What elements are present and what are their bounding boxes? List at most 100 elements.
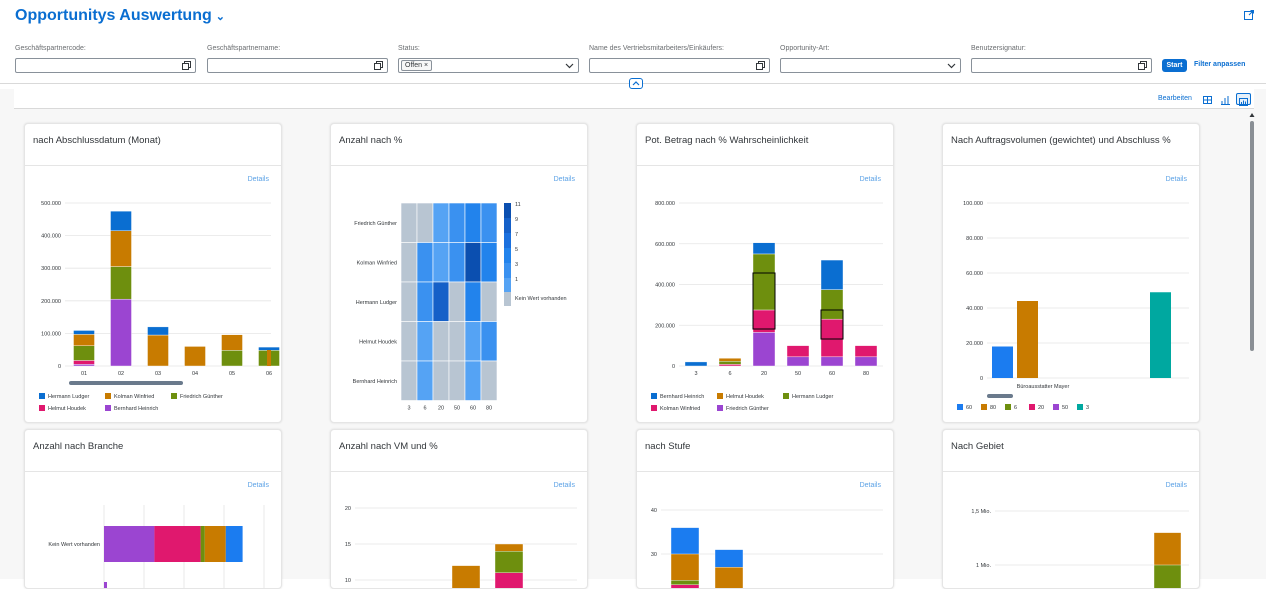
collapse-header-button[interactable] — [629, 78, 643, 89]
scrollbar[interactable] — [1249, 109, 1255, 579]
heatmap-cell — [432, 360, 450, 401]
value-help-icon[interactable] — [374, 61, 383, 70]
bar-segment — [258, 346, 280, 351]
adapt-filters-button[interactable]: Filter anpassen — [1194, 61, 1246, 68]
edit-button[interactable]: Bearbeiten — [1158, 95, 1192, 102]
start-button[interactable]: Start — [1162, 59, 1187, 72]
chevron-up-icon — [632, 81, 640, 86]
x-tick-label: 3 — [694, 371, 697, 377]
card-close-date[interactable]: nach Abschlussdatum (Monat) Details 0 100… — [24, 123, 282, 423]
bar-segment — [718, 364, 742, 367]
y-tick-label: 60.000 — [966, 271, 983, 277]
heatmap-cell — [448, 360, 466, 401]
scrollbar-thumb[interactable] — [1250, 121, 1254, 351]
page-title[interactable]: Opportunitys Auswertung ⌄ — [15, 7, 225, 25]
bar-segment — [752, 332, 776, 367]
tile-view-icon[interactable] — [1236, 93, 1251, 106]
heatmap-cell — [416, 242, 434, 283]
table-view-icon[interactable] — [1200, 93, 1215, 105]
y-tick-label: 100.000 — [41, 331, 61, 337]
card-count-by-vm[interactable]: Anzahl nach VM und % Details 10 15 20 — [330, 429, 588, 589]
card-by-territory[interactable]: Nach Gebiet Details 1,5 Mio. 1 Mio. — [942, 429, 1200, 589]
heatmap-cell — [448, 321, 466, 362]
heatmap-row-label: Friedrich Günther — [354, 221, 397, 227]
scroll-up-icon[interactable] — [1249, 112, 1255, 118]
card-potential-amount[interactable]: Pot. Betrag nach % Wahrscheinlichkeit De… — [636, 123, 894, 423]
share-icon[interactable] — [1244, 10, 1254, 20]
status-token[interactable]: Offen × — [401, 60, 433, 71]
card-title: nach Stufe — [645, 441, 691, 452]
legend-label: 80 — [990, 405, 996, 411]
selected-segment-outline — [752, 272, 776, 330]
details-link[interactable]: Details — [859, 176, 881, 183]
filter-label-bp-name: Geschäftspartnername: — [207, 45, 281, 52]
heatmap-cell — [480, 242, 498, 283]
heatmap-col-label: 80 — [486, 406, 492, 412]
y-tick-label: 1 Mio. — [976, 563, 991, 569]
legend-swatch — [1053, 404, 1059, 410]
bar-segment — [104, 526, 155, 562]
details-link[interactable]: Details — [553, 482, 575, 489]
status-select[interactable]: Offen × — [398, 58, 579, 73]
potential-amount-chart: 0 200.000 400.000 600.000 800.000 3 6 20 50 60 80 B… — [651, 201, 883, 412]
chevron-down-icon[interactable] — [565, 61, 574, 70]
details-link[interactable]: Details — [859, 482, 881, 489]
card-by-stage[interactable]: nach Stufe Details 30 40 — [636, 429, 894, 589]
bar-segment — [854, 345, 878, 358]
sales-employee-input[interactable] — [589, 58, 770, 73]
filter-label-bp-code: Geschäftspartnercode: — [15, 45, 86, 52]
bar-segment — [73, 330, 95, 335]
chart-view-icon[interactable] — [1218, 93, 1233, 105]
card-count-by-pct[interactable]: Anzahl nach % Details Friedrich Günther K… — [330, 123, 588, 423]
heatmap-cell — [480, 321, 498, 362]
card-divider — [25, 165, 281, 166]
details-link[interactable]: Details — [1165, 482, 1187, 489]
x-tick-label: 01 — [81, 371, 87, 377]
bar-segment-clipped — [267, 350, 271, 366]
bar-segment — [110, 298, 132, 367]
bp-name-input[interactable] — [207, 58, 388, 73]
legend-label: Hermann Ludger — [792, 394, 833, 400]
card-divider — [331, 471, 587, 472]
bar-segment — [820, 259, 844, 290]
legend-label: 3 — [1086, 405, 1089, 411]
card-order-volume[interactable]: Nach Auftragsvolumen (gewichtet) und Abs… — [942, 123, 1200, 423]
details-link[interactable]: Details — [553, 176, 575, 183]
scale-swatch — [504, 218, 511, 233]
range-slider — [987, 394, 1013, 398]
card-title: nach Abschlussdatum (Monat) — [33, 135, 161, 146]
value-help-icon[interactable] — [1138, 61, 1147, 70]
x-tick-label: 05 — [229, 371, 235, 377]
page-header: Opportunitys Auswertung ⌄ Geschäftspartne… — [0, 0, 1266, 92]
token-close-icon[interactable]: × — [423, 62, 429, 69]
y-tick-label: 600.000 — [655, 242, 675, 248]
bp-code-input[interactable] — [15, 58, 196, 73]
page-title-text: Opportunitys Auswertung — [15, 7, 212, 24]
heatmap-cell — [416, 360, 434, 401]
chevron-down-icon[interactable] — [947, 61, 956, 70]
legend-label: Helmut Houdek — [726, 394, 764, 400]
bar-segment — [147, 326, 169, 336]
user-signature-input[interactable] — [971, 58, 1152, 73]
bar-segment — [820, 289, 844, 320]
value-help-icon[interactable] — [756, 61, 765, 70]
opportunity-type-select[interactable] — [780, 58, 961, 73]
card-count-by-industry[interactable]: Anzahl nach Branche Details Kein Wert vo… — [24, 429, 282, 589]
bar-segment — [225, 526, 243, 562]
bar — [992, 346, 1013, 378]
heatmap-col-label: 6 — [423, 406, 426, 412]
value-help-icon[interactable] — [182, 61, 191, 70]
count-by-pct-heatmap: Friedrich Günther Kolman Winfried Hermann … — [353, 202, 567, 412]
details-link[interactable]: Details — [247, 176, 269, 183]
bar-segment — [73, 360, 95, 365]
card-title: Anzahl nach VM und % — [339, 441, 438, 452]
heatmap-cell — [400, 321, 418, 362]
chevron-down-icon[interactable]: ⌄ — [215, 11, 225, 23]
x-tick-label: 02 — [118, 371, 124, 377]
bar-segment — [786, 356, 810, 367]
card-divider — [943, 471, 1199, 472]
details-link[interactable]: Details — [1165, 176, 1187, 183]
details-link[interactable]: Details — [247, 482, 269, 489]
bar-segment — [1153, 564, 1182, 588]
